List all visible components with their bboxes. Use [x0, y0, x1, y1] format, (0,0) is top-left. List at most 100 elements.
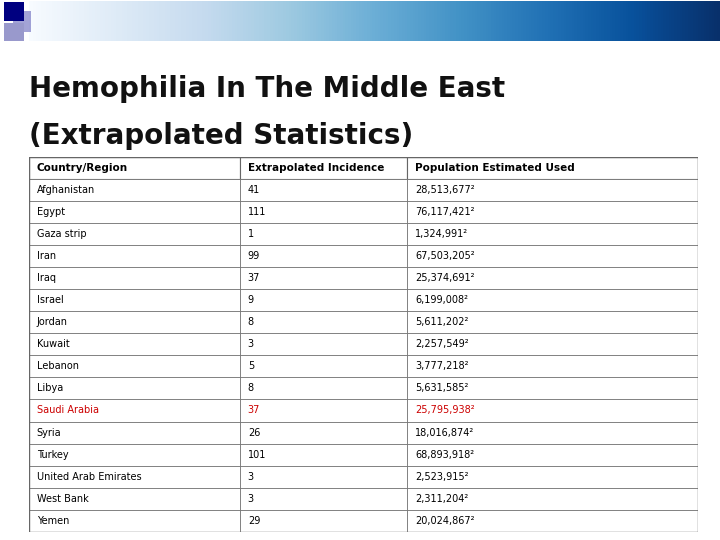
- Bar: [407, 443, 698, 465]
- Bar: [240, 223, 407, 245]
- Bar: [4, 2, 24, 21]
- Text: United Arab Emirates: United Arab Emirates: [37, 472, 141, 482]
- Bar: [240, 355, 407, 377]
- Bar: [240, 400, 407, 422]
- Text: Israel: Israel: [37, 295, 63, 305]
- Text: 20,024,867²: 20,024,867²: [415, 516, 474, 526]
- Text: (Extrapolated Statistics): (Extrapolated Statistics): [29, 122, 413, 150]
- Text: 28,513,677²: 28,513,677²: [415, 185, 474, 195]
- Text: 18,016,874²: 18,016,874²: [415, 428, 474, 437]
- Text: Kuwait: Kuwait: [37, 339, 70, 349]
- Bar: [407, 179, 698, 201]
- Text: 101: 101: [248, 450, 266, 460]
- Bar: [240, 311, 407, 333]
- Text: Iraq: Iraq: [37, 273, 56, 283]
- Text: 3,777,218²: 3,777,218²: [415, 361, 469, 372]
- Bar: [407, 422, 698, 443]
- Text: 9: 9: [248, 295, 254, 305]
- Bar: [407, 510, 698, 532]
- Text: Egypt: Egypt: [37, 207, 65, 217]
- Text: 1,324,991²: 1,324,991²: [415, 229, 468, 239]
- Text: 8: 8: [248, 317, 254, 327]
- Text: 29: 29: [248, 516, 260, 526]
- Text: Extrapolated Incidence: Extrapolated Incidence: [248, 163, 384, 173]
- Text: Syria: Syria: [37, 428, 61, 437]
- Text: West Bank: West Bank: [37, 494, 89, 504]
- Bar: [29, 267, 240, 289]
- Text: 2,257,549²: 2,257,549²: [415, 339, 469, 349]
- Text: 37: 37: [248, 406, 260, 415]
- Text: 37: 37: [248, 273, 260, 283]
- Bar: [407, 400, 698, 422]
- Bar: [29, 422, 240, 443]
- Bar: [407, 245, 698, 267]
- Text: Iran: Iran: [37, 251, 56, 261]
- Bar: [29, 157, 240, 179]
- Text: Yemen: Yemen: [37, 516, 69, 526]
- Text: 68,893,918²: 68,893,918²: [415, 450, 474, 460]
- Text: 2,311,204²: 2,311,204²: [415, 494, 469, 504]
- Bar: [407, 377, 698, 400]
- Bar: [407, 488, 698, 510]
- Bar: [407, 311, 698, 333]
- Bar: [29, 333, 240, 355]
- Bar: [29, 377, 240, 400]
- Bar: [240, 443, 407, 465]
- Text: Lebanon: Lebanon: [37, 361, 78, 372]
- Bar: [29, 223, 240, 245]
- Bar: [407, 465, 698, 488]
- Text: Saudi Arabia: Saudi Arabia: [37, 406, 99, 415]
- Text: 111: 111: [248, 207, 266, 217]
- Text: Jordan: Jordan: [37, 317, 68, 327]
- Text: Hemophilia In The Middle East: Hemophilia In The Middle East: [29, 76, 505, 103]
- Bar: [240, 422, 407, 443]
- Bar: [407, 223, 698, 245]
- Text: 5: 5: [248, 361, 254, 372]
- Text: 25,374,691²: 25,374,691²: [415, 273, 474, 283]
- Text: 3: 3: [248, 472, 254, 482]
- Text: Afghanistan: Afghanistan: [37, 185, 95, 195]
- Text: Gaza strip: Gaza strip: [37, 229, 86, 239]
- Text: 8: 8: [248, 383, 254, 394]
- Bar: [29, 201, 240, 223]
- Bar: [240, 267, 407, 289]
- Bar: [29, 400, 240, 422]
- Bar: [29, 311, 240, 333]
- Bar: [240, 510, 407, 532]
- Bar: [29, 245, 240, 267]
- Bar: [240, 157, 407, 179]
- Text: 1: 1: [248, 229, 254, 239]
- Bar: [407, 157, 698, 179]
- Text: 67,503,205²: 67,503,205²: [415, 251, 474, 261]
- Bar: [29, 179, 240, 201]
- Bar: [29, 289, 240, 311]
- Text: Turkey: Turkey: [37, 450, 68, 460]
- Text: 5,611,202²: 5,611,202²: [415, 317, 469, 327]
- Bar: [407, 355, 698, 377]
- Text: Population Estimated Used: Population Estimated Used: [415, 163, 575, 173]
- Bar: [407, 289, 698, 311]
- Bar: [240, 201, 407, 223]
- Bar: [240, 333, 407, 355]
- Bar: [240, 179, 407, 201]
- Text: Libya: Libya: [37, 383, 63, 394]
- Text: 2,523,915²: 2,523,915²: [415, 472, 469, 482]
- Text: 25,795,938²: 25,795,938²: [415, 406, 474, 415]
- Text: 3: 3: [248, 339, 254, 349]
- Text: 3: 3: [248, 494, 254, 504]
- Text: Country/Region: Country/Region: [37, 163, 128, 173]
- Text: 99: 99: [248, 251, 260, 261]
- Bar: [240, 289, 407, 311]
- Bar: [240, 465, 407, 488]
- Text: 6,199,008²: 6,199,008²: [415, 295, 468, 305]
- Text: 41: 41: [248, 185, 260, 195]
- Bar: [29, 488, 240, 510]
- Bar: [29, 465, 240, 488]
- Bar: [29, 510, 240, 532]
- Bar: [240, 245, 407, 267]
- Bar: [407, 333, 698, 355]
- Bar: [407, 201, 698, 223]
- Text: 76,117,421²: 76,117,421²: [415, 207, 474, 217]
- Bar: [240, 377, 407, 400]
- Text: 26: 26: [248, 428, 260, 437]
